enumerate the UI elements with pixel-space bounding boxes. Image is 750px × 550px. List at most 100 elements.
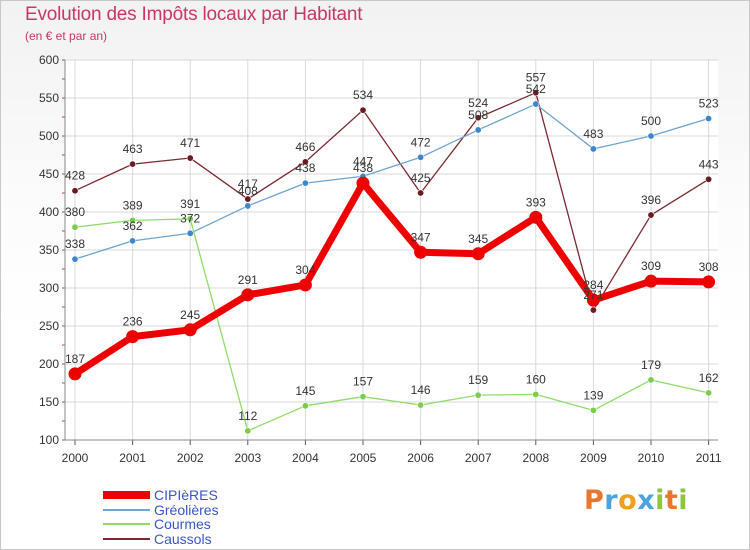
data-label-courmes: 179 [641, 358, 661, 372]
data-label-courmes: 162 [699, 371, 719, 385]
x-tick-label: 2006 [407, 451, 434, 465]
series-line-greolieres [74, 103, 710, 260]
logo-letter: t [664, 485, 679, 516]
data-point-greolieres [129, 237, 137, 245]
data-label-greolieres: 523 [699, 97, 719, 111]
data-label-greolieres: 372 [180, 211, 200, 225]
data-label-greolieres: 447 [353, 154, 373, 168]
logo-letter: P [584, 485, 605, 516]
data-label-caussols: 466 [295, 140, 315, 154]
data-point-greolieres [705, 115, 713, 123]
data-label-caussols: 428 [65, 169, 85, 183]
data-point-greolieres [186, 229, 194, 237]
data-point-caussols [647, 211, 655, 219]
data-point-cipieres [241, 288, 255, 302]
y-tick-label: 100 [39, 433, 59, 447]
x-tick-label: 2007 [465, 451, 492, 465]
data-label-greolieres: 483 [583, 127, 603, 141]
data-label-cipieres: 187 [65, 352, 85, 366]
x-tick-label: 2009 [580, 451, 607, 465]
data-label-courmes: 160 [526, 372, 546, 386]
data-label-greolieres: 408 [238, 184, 258, 198]
data-label-caussols: 425 [411, 171, 431, 185]
data-label-courmes: 146 [411, 383, 431, 397]
data-label-caussols: 471 [180, 136, 200, 150]
data-point-greolieres [244, 202, 252, 210]
data-label-cipieres: 236 [123, 315, 143, 329]
data-point-cipieres [529, 210, 543, 224]
data-point-courmes [359, 393, 367, 401]
y-tick-label: 200 [39, 357, 59, 371]
data-point-courmes [532, 390, 540, 398]
data-point-caussols [359, 106, 367, 114]
data-label-cipieres: 284 [583, 278, 603, 292]
legend-label-caussols: Caussols [154, 531, 212, 547]
data-point-caussols [705, 175, 713, 183]
data-point-courmes [186, 215, 194, 223]
legend-label-cipieres: CIPIèRES [154, 487, 218, 503]
data-point-courmes [129, 216, 137, 224]
y-tick-label: 150 [39, 395, 59, 409]
series-line-cipieres [71, 179, 713, 378]
data-point-caussols [589, 306, 597, 314]
data-point-courmes [244, 427, 252, 435]
data-point-greolieres [71, 255, 79, 263]
data-label-caussols: 534 [353, 88, 373, 102]
data-label-greolieres: 542 [526, 82, 546, 96]
data-label-cipieres: 291 [238, 273, 258, 287]
y-tick-label: 300 [39, 281, 59, 295]
data-label-courmes: 380 [65, 205, 85, 219]
data-label-caussols: 443 [699, 157, 719, 171]
data-label-caussols: 557 [526, 71, 546, 85]
data-point-cipieres [68, 367, 82, 381]
x-tick-label: 2003 [234, 451, 261, 465]
data-point-cipieres [414, 245, 428, 259]
data-label-cipieres: 393 [526, 195, 546, 209]
data-point-caussols [129, 160, 137, 168]
y-tick-label: 250 [39, 319, 59, 333]
data-point-greolieres [589, 145, 597, 153]
logo-letter: o [618, 485, 638, 516]
data-label-greolieres: 500 [641, 114, 661, 128]
y-tick-label: 600 [39, 53, 59, 67]
data-label-courmes: 389 [123, 198, 143, 212]
data-point-caussols [244, 195, 252, 203]
data-point-caussols [301, 158, 309, 166]
x-tick-label: 2002 [177, 451, 204, 465]
data-label-courmes: 159 [468, 373, 488, 387]
data-point-courmes [417, 401, 425, 409]
logo-letter: i [678, 485, 689, 516]
y-tick-label: 450 [39, 167, 59, 181]
data-label-courmes: 145 [295, 384, 315, 398]
series-line-courmes [74, 218, 710, 432]
data-label-greolieres: 438 [295, 161, 315, 175]
x-tick-label: 2001 [119, 451, 146, 465]
y-tick-label: 550 [39, 91, 59, 105]
data-point-caussols [532, 89, 540, 97]
data-point-caussols [417, 189, 425, 197]
x-tick-label: 2000 [62, 451, 89, 465]
proxiti-logo: Proxiti [584, 485, 688, 516]
x-tick-label: 2010 [638, 451, 665, 465]
data-point-greolieres [647, 132, 655, 140]
legend-label-courmes: Courmes [154, 516, 211, 532]
data-point-courmes [71, 223, 79, 231]
logo-letter: x [637, 485, 656, 516]
data-label-cipieres: 309 [641, 259, 661, 273]
data-point-courmes [647, 376, 655, 384]
data-label-caussols: 271 [583, 288, 603, 302]
data-point-greolieres [301, 179, 309, 187]
data-label-courmes: 391 [180, 197, 200, 211]
data-point-courmes [589, 406, 597, 414]
data-point-courmes [301, 402, 309, 410]
data-label-cipieres: 308 [699, 260, 719, 274]
y-tick-label: 400 [39, 205, 59, 219]
data-label-cipieres: 345 [468, 232, 488, 246]
data-point-cipieres [126, 330, 140, 344]
x-tick-label: 2005 [350, 451, 377, 465]
data-point-cipieres [586, 293, 600, 307]
data-point-caussols [71, 187, 79, 195]
data-point-cipieres [298, 278, 312, 292]
data-point-caussols [186, 154, 194, 162]
